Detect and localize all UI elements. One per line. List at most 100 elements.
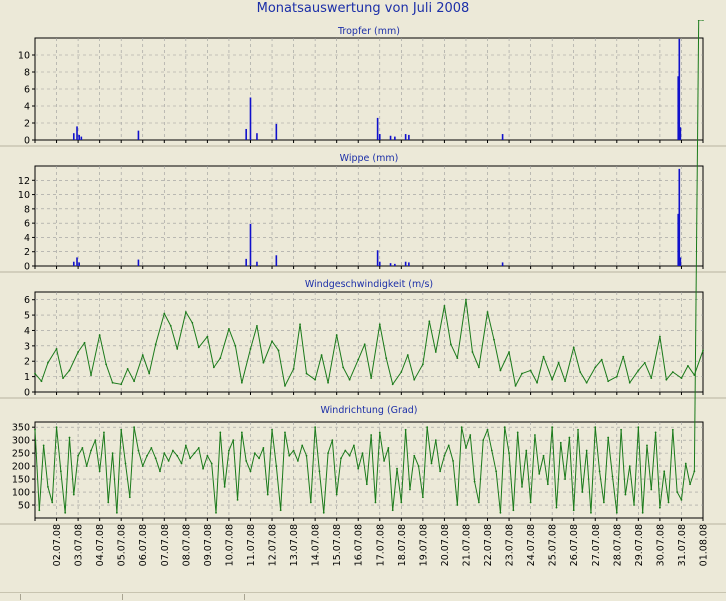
series-segment xyxy=(258,447,264,459)
y-tick-label: 6 xyxy=(24,219,30,230)
series-segment xyxy=(428,321,437,353)
series-segment xyxy=(504,427,510,454)
data-point xyxy=(633,504,635,506)
data-point xyxy=(253,452,256,455)
data-point xyxy=(456,504,459,506)
series-segment xyxy=(668,429,674,503)
series-segment xyxy=(456,299,467,359)
series-segment xyxy=(538,455,545,475)
data-point xyxy=(228,449,230,452)
series-segment xyxy=(422,321,430,365)
series-segment xyxy=(508,453,514,511)
data-point xyxy=(245,460,248,462)
series-segment xyxy=(551,362,560,380)
data-point xyxy=(659,335,661,338)
series-segment xyxy=(465,434,471,449)
data-point xyxy=(628,465,631,468)
series-segment xyxy=(633,427,639,506)
data-point xyxy=(413,454,416,457)
data-point xyxy=(680,377,683,380)
data-point xyxy=(318,470,321,473)
series-segment xyxy=(387,447,394,511)
data-point xyxy=(219,431,222,434)
series-segment xyxy=(34,373,42,382)
series-segment xyxy=(487,429,493,451)
series-segment xyxy=(176,455,182,464)
series-segment xyxy=(517,432,523,487)
x-tick-label: 30.07.08 xyxy=(655,524,666,566)
series-segment xyxy=(616,429,622,513)
series-segment xyxy=(586,450,592,513)
series-segment xyxy=(249,453,256,472)
series-segment xyxy=(543,455,549,485)
data-point xyxy=(262,361,265,364)
series-segment xyxy=(293,324,301,369)
series-segment xyxy=(534,434,540,474)
data-point xyxy=(357,467,360,470)
series-segment xyxy=(318,471,325,513)
data-point xyxy=(689,483,691,486)
series-segment xyxy=(77,447,83,456)
data-point xyxy=(103,431,105,434)
data-point xyxy=(320,354,323,356)
plot-area xyxy=(34,165,704,267)
data-point xyxy=(590,511,592,514)
series-segment xyxy=(137,450,144,467)
series-segment xyxy=(469,434,476,482)
data-point xyxy=(163,312,166,315)
data-point xyxy=(413,378,416,381)
data-point xyxy=(409,488,411,491)
rain-bar xyxy=(72,133,75,140)
series-segment xyxy=(81,447,88,467)
chart-title: Tropfer (mm) xyxy=(337,26,400,37)
data-point xyxy=(471,351,474,353)
series-segment xyxy=(637,362,646,371)
series-segment xyxy=(629,466,635,506)
series-segment xyxy=(465,299,473,353)
data-point xyxy=(557,361,560,364)
data-point xyxy=(465,447,467,449)
y-tick-label: 250 xyxy=(12,449,30,460)
data-point xyxy=(551,378,554,381)
data-point xyxy=(477,501,480,504)
series-segment xyxy=(256,325,264,363)
series-segment xyxy=(508,351,517,386)
series-segment xyxy=(314,354,323,380)
series-segment xyxy=(344,450,350,457)
data-point xyxy=(428,320,431,323)
x-tick-label: 11.07.08 xyxy=(246,524,257,566)
data-point xyxy=(223,485,226,488)
series-segment xyxy=(644,362,652,379)
series-segment xyxy=(650,336,661,379)
data-point xyxy=(486,311,489,313)
data-point xyxy=(206,335,209,338)
series-segment xyxy=(77,342,85,353)
series-segment xyxy=(189,452,195,459)
data-point xyxy=(654,431,657,434)
series-segment xyxy=(103,432,109,503)
series-segment xyxy=(323,453,329,513)
series-segment xyxy=(172,450,178,457)
series-segment xyxy=(487,311,495,340)
data-point xyxy=(68,369,71,372)
rain-bar xyxy=(78,262,80,266)
rain-bar xyxy=(76,257,78,266)
series-segment xyxy=(40,362,49,382)
series-segment xyxy=(120,429,126,464)
series-segment xyxy=(116,429,122,513)
data-point xyxy=(434,351,437,353)
series-segment xyxy=(310,427,316,503)
data-point xyxy=(370,377,373,380)
data-point xyxy=(447,444,450,447)
series-segment xyxy=(478,311,489,368)
series-segment xyxy=(314,427,320,472)
series-segment xyxy=(163,313,172,327)
series-segment xyxy=(168,450,174,462)
data-point xyxy=(611,475,614,478)
x-tick-label: 28.07.08 xyxy=(612,524,623,566)
series-segment xyxy=(150,447,157,459)
data-point xyxy=(47,361,49,364)
series-segment xyxy=(191,322,200,348)
series-segment xyxy=(590,427,596,513)
rain-bar xyxy=(78,134,80,140)
